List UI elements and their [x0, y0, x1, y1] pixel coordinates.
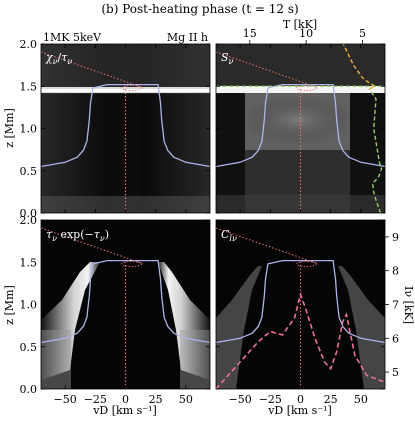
bottom-haze	[216, 195, 385, 213]
line-of-sight-line	[41, 227, 144, 265]
z-tick-label: 1.5	[20, 256, 38, 269]
tau-unity-curve	[216, 259, 385, 344]
vd-tick-label: 50	[354, 393, 368, 406]
temperature-curve-lower	[368, 88, 383, 213]
vd-tick-label: 0	[297, 393, 304, 406]
line-label: Mg II h	[167, 31, 208, 44]
flare-highlight	[121, 261, 142, 267]
tau-unity-curve	[216, 83, 385, 168]
panel-label-s: Sν	[221, 51, 234, 66]
z-tick-label: 0.5	[20, 165, 38, 178]
z-tick-label: 0.0	[20, 207, 38, 220]
vd-axis-label-left: vD [km s⁻¹]	[92, 404, 157, 417]
vd-tick-label: −25	[84, 393, 107, 406]
vd-tick-label: −50	[229, 393, 252, 406]
z-tick-label: 1.0	[20, 123, 38, 136]
t-tick-label: 5	[359, 27, 366, 40]
vd-tick-label: −50	[54, 393, 77, 406]
upper-haze	[216, 44, 385, 89]
z-axis-label-bottom: z [Mm]	[3, 285, 16, 325]
line-of-sight-line	[216, 51, 319, 89]
t-axis-label: T [kK]	[283, 18, 317, 31]
i-tick-label: 6	[392, 332, 399, 345]
i-tick-label: 5	[392, 366, 399, 379]
wing-left	[41, 262, 100, 380]
figure-title: (b) Post-heating phase (t = 12 s)	[101, 2, 298, 16]
vd-tick-label: −25	[259, 393, 282, 406]
flare-highlight	[121, 85, 142, 91]
t-tick-label: 15	[243, 27, 257, 40]
vd-tick-label: 0	[122, 393, 129, 406]
tau-unity-curve	[41, 259, 210, 344]
temperature-curve-upper	[342, 44, 377, 90]
curves-c	[216, 227, 385, 389]
z-tick-label: 2.0	[20, 38, 38, 51]
curves-s	[216, 44, 385, 213]
panel-label-tau-exp: τν exp(−τν)	[46, 228, 109, 243]
flare-highlight	[296, 85, 317, 91]
vd-tick-label: 50	[179, 393, 193, 406]
shade-right	[180, 330, 210, 389]
upper-haze	[41, 44, 210, 94]
z-tick-label: 1.0	[20, 299, 38, 312]
wing-right	[158, 262, 210, 380]
line-of-sight-line	[216, 227, 319, 265]
t-tick-label: 10	[299, 27, 313, 40]
glow	[243, 95, 353, 145]
curves-chi	[41, 51, 210, 213]
intensity-curve	[216, 291, 385, 389]
wing-left	[216, 266, 262, 389]
z-tick-label: 0.0	[20, 383, 38, 396]
i-axis-label: Iν [kK]	[402, 286, 415, 324]
vd-tick-label: 25	[324, 393, 338, 406]
i-tick-label: 7	[392, 299, 399, 312]
setup-label: 1MK 5keV	[43, 31, 102, 44]
shade-left	[41, 330, 71, 389]
i-tick-label: 9	[392, 231, 399, 244]
flare-highlight	[296, 261, 317, 267]
panel-label-c: Clν	[221, 228, 237, 243]
vd-axis-label-right: vD [km s⁻¹]	[267, 404, 332, 417]
wing-right	[338, 266, 385, 389]
z-axis-label-top: z [Mm]	[3, 108, 16, 148]
i-tick-label: 8	[392, 265, 399, 278]
z-tick-label: 2.0	[20, 214, 38, 227]
curves-tauexp	[41, 227, 210, 389]
z-tick-label: 0.5	[20, 341, 38, 354]
vd-tick-label: 25	[149, 393, 163, 406]
line-of-sight-line	[41, 51, 144, 89]
tau-unity-curve	[41, 83, 210, 168]
panel-label-chi: χν/τν	[45, 51, 72, 66]
z-tick-label: 1.5	[20, 80, 38, 93]
